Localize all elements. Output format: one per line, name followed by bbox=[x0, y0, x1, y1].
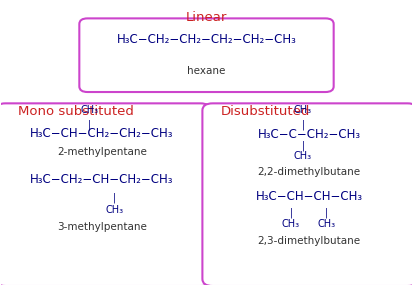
Text: CH₃: CH₃ bbox=[105, 205, 123, 215]
Text: CH₃: CH₃ bbox=[294, 105, 312, 115]
FancyBboxPatch shape bbox=[202, 103, 413, 286]
Text: H₃C−CH₂−CH₂−CH₂−CH₂−CH₃: H₃C−CH₂−CH₂−CH₂−CH₂−CH₃ bbox=[116, 33, 297, 46]
Text: H₃C−CH−CH−CH₃: H₃C−CH−CH−CH₃ bbox=[256, 190, 363, 203]
Text: CH₃: CH₃ bbox=[294, 151, 312, 161]
Text: 3-methylpentane: 3-methylpentane bbox=[57, 222, 147, 232]
Text: |: | bbox=[301, 141, 304, 151]
Text: CH₃: CH₃ bbox=[318, 219, 336, 229]
Text: |: | bbox=[88, 119, 91, 130]
Text: Disubstituted: Disubstituted bbox=[221, 105, 310, 118]
Text: Linear: Linear bbox=[186, 11, 227, 24]
Text: |: | bbox=[301, 119, 304, 130]
Text: |: | bbox=[290, 207, 293, 218]
Text: H₃C−CH−CH₂−CH₂−CH₃: H₃C−CH−CH₂−CH₂−CH₃ bbox=[30, 127, 173, 140]
Text: Mono substituted: Mono substituted bbox=[18, 105, 134, 118]
Text: CH₃: CH₃ bbox=[81, 105, 99, 115]
Text: 2,2-dimethylbutane: 2,2-dimethylbutane bbox=[257, 167, 361, 177]
FancyBboxPatch shape bbox=[0, 103, 211, 286]
Text: CH₃: CH₃ bbox=[282, 219, 300, 229]
Text: |: | bbox=[325, 207, 328, 218]
FancyBboxPatch shape bbox=[79, 18, 334, 92]
Text: hexane: hexane bbox=[188, 66, 225, 76]
Text: H₃C−C−CH₂−CH₃: H₃C−C−CH₂−CH₃ bbox=[257, 128, 361, 141]
Text: |: | bbox=[113, 193, 116, 203]
Text: H₃C−CH₂−CH−CH₂−CH₃: H₃C−CH₂−CH−CH₂−CH₃ bbox=[30, 173, 173, 186]
Text: 2,3-dimethylbutane: 2,3-dimethylbutane bbox=[257, 236, 361, 246]
Text: 2-methylpentane: 2-methylpentane bbox=[57, 147, 147, 157]
